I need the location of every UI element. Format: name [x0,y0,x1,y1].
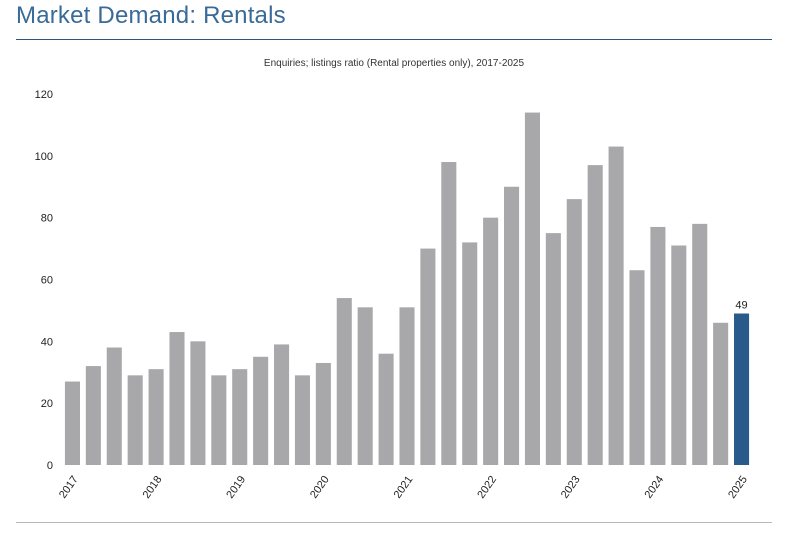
y-tick-label: 60 [41,275,53,287]
bar [504,186,520,465]
bar [608,146,624,465]
data-labels: 49 [735,300,747,312]
bar [106,347,122,465]
bar [524,112,540,466]
y-tick-label: 0 [47,460,53,472]
x-tick-label: 2020 [308,474,332,501]
title-divider [16,39,772,40]
x-tick-label: 2017 [57,474,81,501]
y-axis-ticks: 0 20 40 60 80 100 120 [35,89,53,472]
bar [650,226,666,465]
x-tick-label: 2018 [141,474,165,501]
bar [357,307,373,465]
bar [232,369,248,465]
x-tick-label: 2025 [726,474,750,501]
x-axis-ticks: 2017 2018 2019 2020 2021 2022 2023 2024 2025 [57,474,750,501]
bar [253,356,269,465]
bar [545,233,561,465]
footer-divider [16,522,772,523]
bar [127,375,143,465]
bar [483,217,499,465]
bar-value-label: 49 [735,300,747,312]
x-tick-label: 2024 [642,474,666,501]
bar [85,366,101,465]
x-tick-label: 2022 [475,474,499,501]
bar [274,344,290,465]
bar [378,353,394,465]
bar-highlight [734,313,750,465]
bar [336,298,352,465]
bar [692,223,708,465]
bar [64,381,80,465]
y-tick-label: 120 [35,89,53,101]
x-tick-label: 2021 [392,474,416,501]
bar [671,245,687,465]
y-tick-label: 80 [41,213,53,225]
bar [629,270,645,465]
chart-subtitle: Enquiries; listings ratio (Rental proper… [264,58,525,69]
page-title: Market Demand: Rentals [16,2,286,29]
bar [169,332,185,465]
y-tick-label: 40 [41,336,53,348]
x-tick-label: 2019 [224,474,248,501]
bar [294,375,310,465]
bar [462,242,478,465]
bar [148,369,164,465]
bar [420,248,436,465]
bar [441,162,457,465]
y-tick-label: 100 [35,151,53,163]
bar [211,375,227,465]
bar [566,199,582,465]
bar [713,322,729,465]
bar [315,362,331,465]
bar [399,307,415,465]
x-tick-label: 2023 [559,474,583,501]
bar [190,341,206,465]
y-tick-label: 20 [41,398,53,410]
bar-series [64,112,750,466]
bar [587,165,603,465]
